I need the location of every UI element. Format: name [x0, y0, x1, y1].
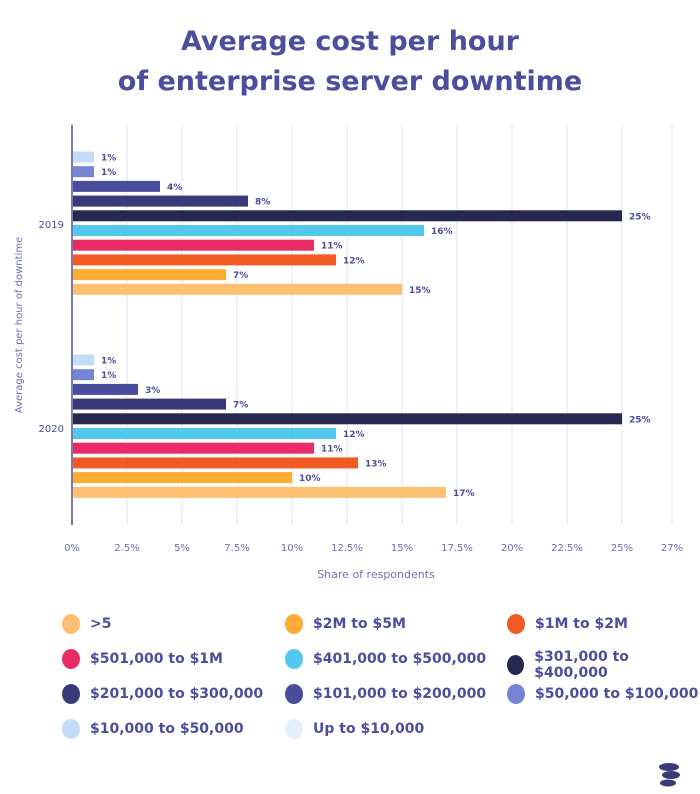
legend-label: $201,000 to $300,000	[90, 686, 264, 702]
x-tick-label: 20%	[501, 543, 523, 554]
data-label: 11%	[321, 445, 343, 455]
legend-item: $201,000 to $300,000	[62, 684, 263, 704]
data-label: 4%	[167, 183, 182, 193]
legend-swatch	[285, 649, 303, 669]
chart-title-line-2: of enterprise server downtime	[117, 66, 583, 97]
data-label: 1%	[101, 168, 116, 178]
bar	[73, 283, 402, 295]
data-label: 8%	[255, 198, 270, 208]
legend-item: $301,000 to $400,000	[507, 649, 700, 681]
data-label: 12%	[343, 256, 365, 266]
x-tick-label: 25%	[611, 543, 633, 554]
legend-swatch	[62, 614, 80, 634]
legend-item: >5	[62, 614, 111, 634]
data-label: 17%	[453, 489, 475, 499]
bar	[73, 457, 358, 469]
legend-label: $10,000 to $50,000	[90, 721, 244, 737]
x-tick-label: 0%	[64, 543, 80, 554]
legend-label: Up to $10,000	[313, 721, 425, 737]
data-label: 25%	[629, 212, 651, 222]
legend-swatch	[507, 655, 525, 675]
x-tick-label: 17.5%	[441, 543, 473, 554]
legend-swatch	[62, 719, 80, 739]
bar	[73, 383, 138, 395]
legend-item: $401,000 to $500,000	[285, 649, 486, 669]
legend-swatch	[507, 684, 525, 704]
bar	[73, 354, 94, 366]
data-label: 13%	[365, 459, 387, 469]
x-axis-title: Share of respondents	[317, 568, 435, 581]
legend-label: $401,000 to $500,000	[313, 651, 487, 667]
bar	[73, 225, 424, 236]
bar	[73, 472, 292, 484]
bar	[73, 486, 446, 498]
x-tick-label: 22.5%	[551, 543, 583, 554]
data-label: 7%	[233, 271, 248, 281]
legend-item: $50,000 to $100,000	[507, 684, 698, 704]
data-label: 10%	[299, 474, 321, 484]
x-tick-label: 15%	[391, 543, 413, 554]
data-label: 25%	[629, 415, 651, 425]
bar	[73, 442, 314, 454]
bar	[73, 239, 314, 251]
legend-item: $2M to $5M	[285, 614, 406, 634]
y-category-label: 2019	[39, 220, 64, 231]
bar	[73, 369, 94, 381]
legend-swatch	[62, 684, 80, 704]
legend-label: $301,000 to $400,000	[534, 649, 629, 681]
data-label: 3%	[145, 386, 160, 396]
legend-item: $501,000 to $1M	[62, 649, 223, 669]
legend-swatch	[62, 649, 80, 669]
bar	[73, 195, 248, 207]
legend-item: $101,000 to $200,000	[285, 684, 486, 704]
legend-label: >5	[90, 616, 112, 632]
data-label: 15%	[409, 286, 431, 296]
bar	[73, 413, 622, 425]
legend-label: $101,000 to $200,000	[313, 686, 487, 702]
y-axis-title: Average cost per hour of downtime	[14, 237, 25, 413]
legend-item: $10,000 to $50,000	[62, 719, 244, 739]
data-label: 7%	[233, 401, 248, 411]
x-tick-label: 7.5%	[224, 543, 249, 554]
y-category-label: 2020	[39, 424, 64, 435]
x-tick-label: 10%	[281, 543, 303, 554]
x-tick-label: 5%	[174, 543, 190, 554]
plot-area: 0% 2.5% 5% 7.5% 10% 12.5% 15% 17.5% 20% 22.5% 25% 2…	[14, 125, 683, 581]
bar	[73, 166, 94, 178]
data-label: 12%	[343, 430, 365, 440]
legend-label: $1M to $2M	[535, 616, 628, 632]
legend-label: $50,000 to $100,000	[535, 686, 699, 702]
data-label: 1%	[101, 371, 116, 381]
legend-label: $2M to $5M	[313, 616, 406, 632]
x-tick-label: 12.5%	[331, 543, 363, 554]
bar	[73, 254, 336, 266]
bar	[73, 269, 226, 281]
legend-item: Up to $10,000	[285, 719, 424, 739]
bar	[73, 151, 94, 163]
data-label: 1%	[101, 357, 116, 367]
legend-item: $1M to $2M	[507, 614, 628, 634]
data-label: 1%	[101, 154, 116, 164]
legend-swatch	[285, 684, 303, 704]
x-tick-label: 27%	[661, 543, 683, 554]
legend-swatch	[285, 719, 303, 739]
bar	[73, 180, 160, 192]
bar	[73, 398, 226, 410]
bar	[73, 428, 336, 439]
legend-swatch	[285, 614, 303, 634]
data-label: 11%	[321, 242, 343, 252]
chart-title-line-1: Average cost per hour	[180, 26, 519, 57]
legend-swatch	[507, 614, 525, 634]
bar	[73, 210, 622, 222]
data-label: 16%	[431, 227, 453, 237]
legend-label: $501,000 to $1M	[90, 651, 223, 667]
x-tick-label: 2.5%	[114, 543, 139, 554]
